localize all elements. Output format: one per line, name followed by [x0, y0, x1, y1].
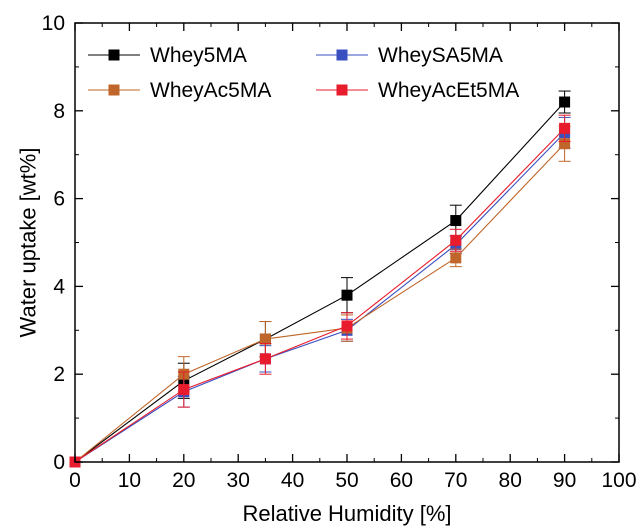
legend: Whey5MA WheySA5MA WheyAc5MA WheyAcEt5MA: [88, 44, 519, 102]
x-tick-label: 50: [335, 469, 358, 492]
x-tick-label: 90: [553, 469, 576, 492]
series-Whey5MA: [69, 90, 571, 468]
legend-marker: [336, 84, 348, 96]
data-point: [450, 252, 462, 264]
x-tick-label: 20: [172, 469, 195, 492]
series-line: [74, 143, 565, 463]
legend-label: WheyAcEt5MA: [378, 79, 519, 102]
legend-marker: [108, 49, 120, 61]
legend-item: Whey5MA: [88, 44, 247, 67]
data-point: [450, 234, 462, 246]
legend-item: WheySA5MA: [316, 44, 503, 67]
series-line: [74, 101, 566, 463]
x-tick-label: 100: [601, 469, 636, 492]
x-tick-label: 0: [69, 469, 81, 492]
data-point: [341, 289, 353, 301]
x-tick-label: 10: [118, 469, 141, 492]
x-axis-title: Relative Humidity [%]: [242, 501, 451, 526]
legend-item: WheyAc5MA: [88, 79, 271, 102]
data-point: [341, 320, 353, 332]
y-tick-label: 0: [53, 451, 65, 474]
legend-item: WheyAcEt5MA: [316, 79, 519, 102]
series-line: [74, 127, 565, 463]
data-point: [178, 384, 190, 396]
series-WheyAcEt5MA: [69, 114, 571, 468]
x-tick-label: 60: [390, 469, 413, 492]
data-point: [559, 122, 571, 134]
x-tick-label: 70: [444, 469, 467, 492]
y-tick-label: 2: [53, 363, 65, 386]
legend-label: WheySA5MA: [378, 44, 503, 67]
data-point: [259, 353, 271, 365]
y-tick-label: 10: [42, 12, 65, 35]
y-axis-title: Water uptake [wt%]: [16, 148, 41, 338]
legend-marker: [336, 49, 348, 61]
data-point: [559, 138, 571, 150]
data-point: [450, 215, 462, 227]
x-tick-label: 30: [227, 469, 250, 492]
y-tick-label: 8: [53, 100, 65, 123]
y-tick-label: 4: [53, 275, 65, 298]
legend-label: Whey5MA: [150, 44, 247, 67]
legend-marker: [108, 84, 120, 96]
x-tick-label: 40: [281, 469, 304, 492]
data-point: [559, 96, 571, 108]
series-line: [74, 132, 565, 463]
legend-label: WheyAc5MA: [150, 79, 271, 102]
y-tick-label: 6: [53, 188, 65, 211]
data-point: [259, 333, 271, 345]
x-tick-label: 80: [499, 469, 522, 492]
